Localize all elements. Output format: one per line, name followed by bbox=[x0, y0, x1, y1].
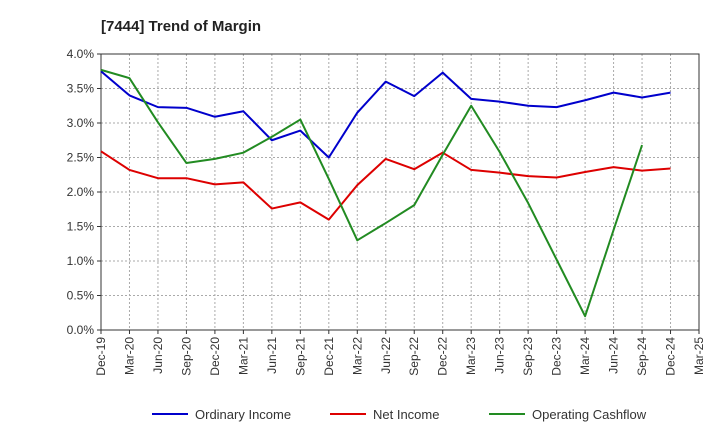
x-tick-label: Dec-19 bbox=[94, 337, 108, 376]
y-tick-label: 0.0% bbox=[67, 323, 95, 337]
y-tick-label: 2.5% bbox=[67, 151, 95, 165]
x-tick-label: Mar-23 bbox=[464, 337, 478, 375]
y-tick-label: 3.5% bbox=[67, 82, 95, 96]
legend-label-0: Ordinary Income bbox=[195, 407, 291, 422]
x-tick-label: Jun-24 bbox=[607, 337, 621, 374]
y-tick-label: 1.0% bbox=[67, 254, 95, 268]
series-line-0 bbox=[100, 70, 671, 159]
x-tick-label: Dec-23 bbox=[550, 337, 564, 376]
x-tick-label: Mar-21 bbox=[236, 337, 250, 375]
x-tick-label: Dec-21 bbox=[322, 337, 336, 376]
y-tick-label: 1.5% bbox=[67, 220, 95, 234]
legend-label-1: Net Income bbox=[373, 407, 439, 422]
y-axis: 0.0% 0.5% 1.0% 1.5% 2.0% 2.5% 3.0% 3.5% 4.0% bbox=[67, 47, 101, 337]
x-tick-label: Mar-22 bbox=[350, 337, 364, 375]
x-tick-label: Mar-20 bbox=[122, 337, 136, 375]
series-line-2 bbox=[100, 68, 643, 318]
y-tick-label: 2.0% bbox=[67, 185, 95, 199]
y-tick-label: 4.0% bbox=[67, 47, 95, 61]
grid-lines bbox=[101, 54, 699, 330]
legend-label-2: Operating Cashflow bbox=[532, 407, 647, 422]
x-tick-label: Sep-21 bbox=[293, 337, 307, 376]
x-tick-label: Sep-23 bbox=[521, 337, 535, 376]
x-tick-label: Jun-23 bbox=[493, 337, 507, 374]
y-tick-label: 3.0% bbox=[67, 116, 95, 130]
x-tick-label: Dec-22 bbox=[436, 337, 450, 376]
chart-title: [7444] Trend of Margin bbox=[101, 18, 261, 35]
x-tick-label: Sep-24 bbox=[635, 337, 649, 376]
x-tick-label: Jun-20 bbox=[151, 337, 165, 374]
x-tick-label: Sep-20 bbox=[179, 337, 193, 376]
x-tick-label: Jun-21 bbox=[265, 337, 279, 374]
x-tick-label: Mar-25 bbox=[692, 337, 706, 375]
legend: Ordinary Income Net Income Operating Cashf… bbox=[152, 407, 647, 422]
x-axis: Dec-19 Mar-20 Jun-20 Sep-20 Dec-20 Mar-21 Jun-… bbox=[94, 330, 706, 376]
series-line-1 bbox=[100, 150, 671, 221]
x-tick-label: Dec-20 bbox=[208, 337, 222, 376]
x-tick-label: Mar-24 bbox=[578, 337, 592, 375]
y-tick-label: 0.5% bbox=[67, 289, 95, 303]
series-lines bbox=[100, 68, 671, 318]
x-tick-label: Sep-22 bbox=[407, 337, 421, 376]
x-tick-label: Dec-24 bbox=[664, 337, 678, 376]
x-tick-label: Jun-22 bbox=[379, 337, 393, 374]
